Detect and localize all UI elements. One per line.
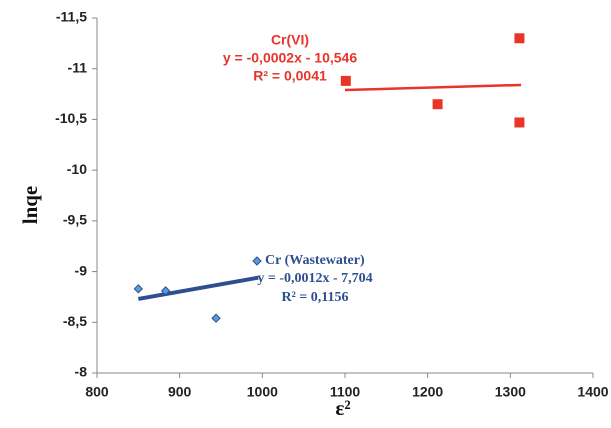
point xyxy=(514,33,525,44)
y-axis-title: lnqe xyxy=(18,186,42,225)
r-squared: R² = 0,0041 xyxy=(253,68,327,84)
y-tick-label: -10 xyxy=(67,161,87,177)
x-tick-label: 1200 xyxy=(412,384,443,400)
x-tick-label: 1400 xyxy=(577,384,608,400)
r-squared: R² = 0,1156 xyxy=(281,290,348,305)
point xyxy=(133,284,144,294)
y-tick-label: -8 xyxy=(75,364,88,380)
y-tick-label: -11,5 xyxy=(56,9,87,25)
point xyxy=(211,313,221,323)
legend-label: Cr (Wastewater) xyxy=(265,253,365,268)
point xyxy=(340,75,351,86)
x-axis-title: ε² xyxy=(335,396,350,420)
y-tick-label: -11 xyxy=(68,59,88,75)
equation: y = -0,0002x - 10,546 xyxy=(223,50,357,66)
x-tick-label: 1000 xyxy=(247,384,278,400)
equation: y = -0,0012x - 7,704 xyxy=(257,271,372,286)
trendline xyxy=(137,275,259,301)
x-tick-label: 1100 xyxy=(330,384,361,400)
point xyxy=(514,117,525,128)
y-tick-label: -9 xyxy=(75,262,88,278)
x-tick-label: 800 xyxy=(85,384,109,400)
y-tick-label: -8,5 xyxy=(63,313,87,329)
x-tick-label: 1300 xyxy=(495,384,526,400)
y-tick-label: -9,5 xyxy=(63,212,87,228)
y-tick-label: -10,5 xyxy=(55,110,87,126)
legend-label: Cr(VI) xyxy=(271,32,309,48)
point xyxy=(432,99,443,110)
trendline xyxy=(344,83,522,92)
x-tick-label: 900 xyxy=(168,384,192,400)
point xyxy=(160,286,171,296)
legend-marker xyxy=(252,256,262,266)
